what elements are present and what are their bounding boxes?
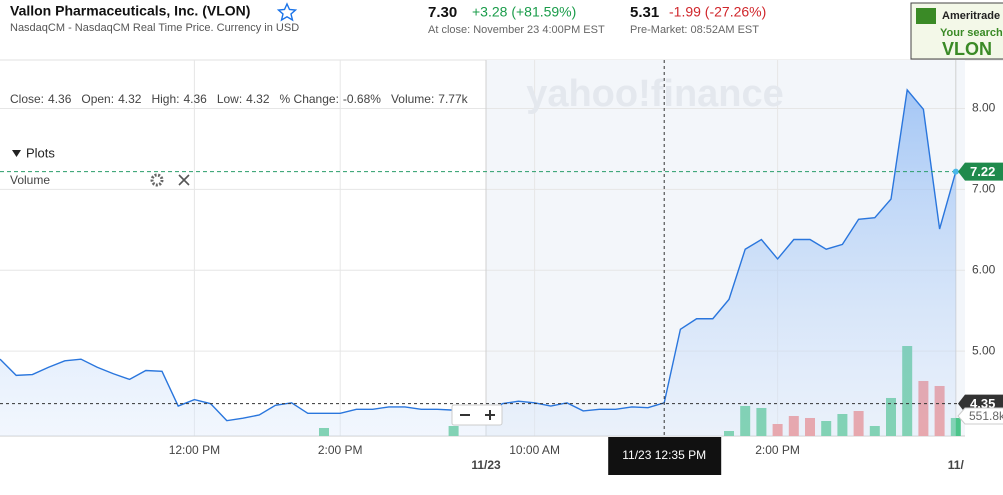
ad-ticker: VLON [942, 39, 992, 59]
ad-line: Your search: [940, 27, 1003, 39]
ad-logo [916, 8, 936, 24]
y-tick-label: 5.00 [972, 343, 996, 357]
x-tick-label: 2:00 PM [318, 443, 363, 457]
close-note: At close: November 23 4:00PM EST [428, 24, 605, 36]
pre-change: -1.99 (-27.26%) [669, 4, 766, 20]
watch-star[interactable] [276, 2, 298, 22]
stat-label: Close: [10, 92, 44, 106]
y-tick-label: 6.00 [972, 262, 996, 276]
stat-label: Low: [217, 92, 242, 106]
plots-arrow [12, 150, 21, 157]
x-tick-label: 11/ [948, 458, 965, 472]
stat-value: 4.36 [183, 92, 207, 106]
x-tick-label: 10:00 AM [509, 443, 560, 457]
stat-label: % Change: [280, 92, 339, 106]
zoom-icons [460, 410, 495, 420]
volume-tick-label: 551.8k [969, 409, 1003, 423]
y-tick-label: 8.00 [972, 101, 996, 115]
stat-value: -0.68% [343, 92, 381, 106]
price-area [0, 89, 956, 437]
last-point [952, 168, 959, 175]
stat-value: 4.32 [118, 92, 142, 106]
pre-price: 5.31 [630, 4, 659, 21]
y-tick-label: 7.00 [972, 182, 996, 196]
stat-label: Volume: [391, 92, 434, 106]
plot: 5.00 6.00 7.00 8.00 12:00 PM 2:00 PM 11/23 10:0… [0, 60, 1003, 475]
stat-value: 7.77k [438, 92, 468, 106]
ad-brand: Ameritrade [942, 10, 1000, 22]
close-change: +3.28 (+81.59%) [472, 4, 576, 20]
volume-tag [957, 407, 1003, 425]
x-tick-label: 12:00 PM [169, 443, 220, 457]
watermark: yahoo!finance [526, 73, 784, 115]
crosshair-value: 4.35 [970, 396, 995, 411]
last-value-label: 7.22 [970, 164, 995, 179]
volume-plot-label: Volume [10, 173, 50, 187]
close-price: 7.30 [428, 4, 457, 21]
settings-icon [150, 173, 164, 187]
stat-value: 4.36 [48, 92, 72, 106]
last-value-tag [958, 162, 1003, 181]
stock-name: Vallon Pharmaceuticals, Inc. (VLON) [10, 3, 250, 19]
crosshair-label-bg [608, 437, 722, 475]
x-tick-label: 2:00 PM [755, 443, 800, 457]
close-icon [178, 174, 190, 186]
x-tick-label: 11/23 [471, 458, 501, 472]
exchange: NasdaqCM - NasdaqCM Real Time Price. Cur… [10, 22, 299, 34]
pre-note: Pre-Market: 08:52AM EST [630, 24, 759, 36]
stat-value: 4.32 [246, 92, 270, 106]
crosshair-label: 11/23 12:35 PM [622, 448, 706, 462]
stat-label: High: [151, 92, 179, 106]
stat-label: Open: [81, 92, 114, 106]
plots-label: Plots [26, 145, 55, 160]
